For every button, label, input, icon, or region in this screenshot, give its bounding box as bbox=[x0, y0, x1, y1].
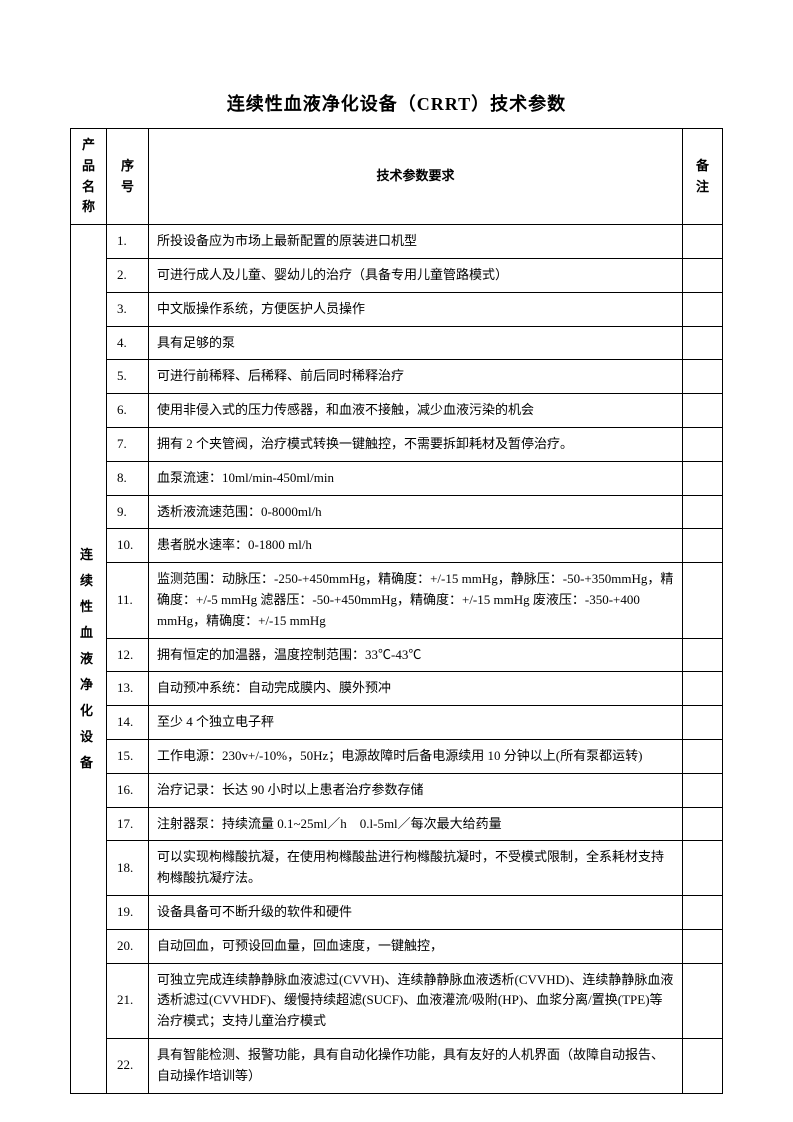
row-note bbox=[683, 807, 723, 841]
row-note bbox=[683, 672, 723, 706]
row-number: 13. bbox=[107, 672, 149, 706]
table-row: 12.拥有恒定的加温器，温度控制范围：33℃-43℃ bbox=[71, 638, 723, 672]
row-note bbox=[683, 225, 723, 259]
row-note bbox=[683, 495, 723, 529]
row-requirement: 自动回血，可预设回血量，回血速度，一键触控， bbox=[149, 929, 683, 963]
row-number: 8. bbox=[107, 461, 149, 495]
row-number: 7. bbox=[107, 427, 149, 461]
row-requirement: 所投设备应为市场上最新配置的原装进口机型 bbox=[149, 225, 683, 259]
row-number: 4. bbox=[107, 326, 149, 360]
row-note bbox=[683, 929, 723, 963]
row-number: 15. bbox=[107, 739, 149, 773]
row-number: 18. bbox=[107, 841, 149, 896]
row-note bbox=[683, 258, 723, 292]
row-number: 6. bbox=[107, 394, 149, 428]
row-note bbox=[683, 427, 723, 461]
table-row: 9.透析液流速范围：0-8000ml/h bbox=[71, 495, 723, 529]
row-number: 1. bbox=[107, 225, 149, 259]
row-requirement: 可独立完成连续静静脉血液滤过(CVVH)、连续静静脉血液透析(CVVHD)、连续… bbox=[149, 963, 683, 1038]
table-row: 5.可进行前稀释、后稀释、前后同时稀释治疗 bbox=[71, 360, 723, 394]
row-number: 17. bbox=[107, 807, 149, 841]
row-note bbox=[683, 326, 723, 360]
product-name-cell: 连续性血液净化设备 bbox=[71, 225, 107, 1093]
row-note bbox=[683, 529, 723, 563]
row-note bbox=[683, 1038, 723, 1093]
row-requirement: 工作电源：230v+/-10%，50Hz；电源故障时后备电源续用 10 分钟以上… bbox=[149, 739, 683, 773]
row-requirement: 监测范围：动脉压：-250-+450mmHg，精确度：+/-15 mmHg，静脉… bbox=[149, 563, 683, 638]
row-number: 10. bbox=[107, 529, 149, 563]
table-row: 22.具有智能检测、报警功能，具有自动化操作功能，具有友好的人机界面（故障自动报… bbox=[71, 1038, 723, 1093]
table-header-row: 产品名称 序号 技术参数要求 备注 bbox=[71, 129, 723, 225]
row-number: 9. bbox=[107, 495, 149, 529]
table-row: 19.设备具备可不断升级的软件和硬件 bbox=[71, 895, 723, 929]
row-note bbox=[683, 895, 723, 929]
row-number: 5. bbox=[107, 360, 149, 394]
row-note bbox=[683, 739, 723, 773]
row-number: 21. bbox=[107, 963, 149, 1038]
row-requirement: 具有智能检测、报警功能，具有自动化操作功能，具有友好的人机界面（故障自动报告、自… bbox=[149, 1038, 683, 1093]
table-row: 10.患者脱水速率：0-1800 ml/h bbox=[71, 529, 723, 563]
page-title: 连续性血液净化设备（CRRT）技术参数 bbox=[70, 90, 723, 116]
table-row: 16.治疗记录：长达 90 小时以上患者治疗参数存储 bbox=[71, 773, 723, 807]
table-row: 14.至少 4 个独立电子秤 bbox=[71, 706, 723, 740]
header-requirement: 技术参数要求 bbox=[149, 129, 683, 225]
row-note bbox=[683, 394, 723, 428]
row-number: 2. bbox=[107, 258, 149, 292]
table-row: 3.中文版操作系统，方便医护人员操作 bbox=[71, 292, 723, 326]
header-number: 序号 bbox=[107, 129, 149, 225]
row-note bbox=[683, 563, 723, 638]
row-number: 12. bbox=[107, 638, 149, 672]
row-number: 20. bbox=[107, 929, 149, 963]
header-note: 备注 bbox=[683, 129, 723, 225]
table-row: 8.血泵流速：10ml/min-450ml/min bbox=[71, 461, 723, 495]
row-requirement: 可进行前稀释、后稀释、前后同时稀释治疗 bbox=[149, 360, 683, 394]
row-requirement: 使用非侵入式的压力传感器，和血液不接触，减少血液污染的机会 bbox=[149, 394, 683, 428]
row-number: 19. bbox=[107, 895, 149, 929]
header-product-name: 产品名称 bbox=[71, 129, 107, 225]
row-requirement: 注射器泵：持续流量 0.1~25ml／h 0.l-5ml／每次最大给药量 bbox=[149, 807, 683, 841]
row-requirement: 患者脱水速率：0-1800 ml/h bbox=[149, 529, 683, 563]
row-number: 11. bbox=[107, 563, 149, 638]
table-row: 20.自动回血，可预设回血量，回血速度，一键触控， bbox=[71, 929, 723, 963]
table-row: 11.监测范围：动脉压：-250-+450mmHg，精确度：+/-15 mmHg… bbox=[71, 563, 723, 638]
table-row: 15.工作电源：230v+/-10%，50Hz；电源故障时后备电源续用 10 分… bbox=[71, 739, 723, 773]
row-note bbox=[683, 706, 723, 740]
row-note bbox=[683, 461, 723, 495]
row-number: 22. bbox=[107, 1038, 149, 1093]
row-number: 16. bbox=[107, 773, 149, 807]
row-note bbox=[683, 360, 723, 394]
row-requirement: 拥有 2 个夹管阀，治疗模式转换一键触控，不需要拆卸耗材及暂停治疗。 bbox=[149, 427, 683, 461]
table-row: 7.拥有 2 个夹管阀，治疗模式转换一键触控，不需要拆卸耗材及暂停治疗。 bbox=[71, 427, 723, 461]
table-row: 21.可独立完成连续静静脉血液滤过(CVVH)、连续静静脉血液透析(CVVHD)… bbox=[71, 963, 723, 1038]
table-row: 13.自动预冲系统：自动完成膜内、膜外预冲 bbox=[71, 672, 723, 706]
row-requirement: 中文版操作系统，方便医护人员操作 bbox=[149, 292, 683, 326]
row-note bbox=[683, 638, 723, 672]
row-requirement: 设备具备可不断升级的软件和硬件 bbox=[149, 895, 683, 929]
table-row: 17.注射器泵：持续流量 0.1~25ml／h 0.l-5ml／每次最大给药量 bbox=[71, 807, 723, 841]
row-note bbox=[683, 963, 723, 1038]
table-row: 2.可进行成人及儿童、婴幼儿的治疗（具备专用儿童管路模式） bbox=[71, 258, 723, 292]
row-requirement: 透析液流速范围：0-8000ml/h bbox=[149, 495, 683, 529]
row-requirement: 可以实现枸橼酸抗凝，在使用枸橼酸盐进行枸橼酸抗凝时，不受模式限制，全系耗材支持枸… bbox=[149, 841, 683, 896]
row-requirement: 自动预冲系统：自动完成膜内、膜外预冲 bbox=[149, 672, 683, 706]
spec-table: 产品名称 序号 技术参数要求 备注 连续性血液净化设备1.所投设备应为市场上最新… bbox=[70, 128, 723, 1094]
table-row: 6.使用非侵入式的压力传感器，和血液不接触，减少血液污染的机会 bbox=[71, 394, 723, 428]
table-row: 连续性血液净化设备1.所投设备应为市场上最新配置的原装进口机型 bbox=[71, 225, 723, 259]
row-requirement: 具有足够的泵 bbox=[149, 326, 683, 360]
row-requirement: 至少 4 个独立电子秤 bbox=[149, 706, 683, 740]
table-row: 4.具有足够的泵 bbox=[71, 326, 723, 360]
row-note bbox=[683, 292, 723, 326]
row-note bbox=[683, 773, 723, 807]
table-row: 18.可以实现枸橼酸抗凝，在使用枸橼酸盐进行枸橼酸抗凝时，不受模式限制，全系耗材… bbox=[71, 841, 723, 896]
row-requirement: 血泵流速：10ml/min-450ml/min bbox=[149, 461, 683, 495]
row-requirement: 可进行成人及儿童、婴幼儿的治疗（具备专用儿童管路模式） bbox=[149, 258, 683, 292]
row-requirement: 治疗记录：长达 90 小时以上患者治疗参数存储 bbox=[149, 773, 683, 807]
row-number: 14. bbox=[107, 706, 149, 740]
row-number: 3. bbox=[107, 292, 149, 326]
row-note bbox=[683, 841, 723, 896]
row-requirement: 拥有恒定的加温器，温度控制范围：33℃-43℃ bbox=[149, 638, 683, 672]
